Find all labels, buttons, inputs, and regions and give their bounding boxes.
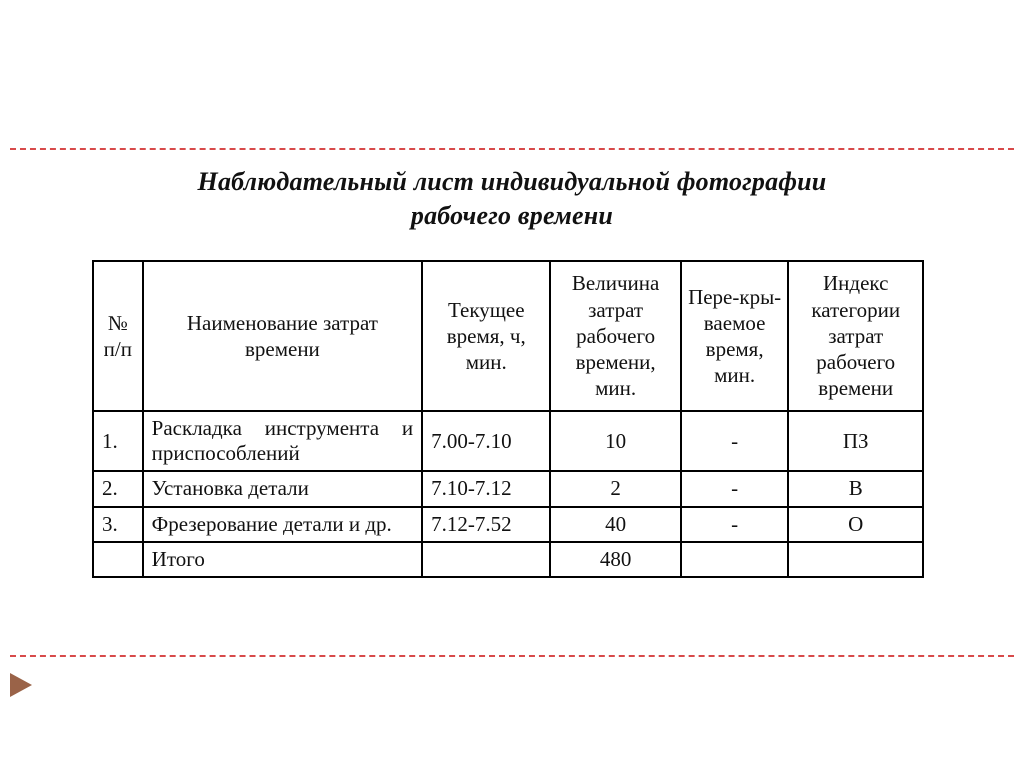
divider-top bbox=[10, 148, 1014, 150]
cell-over: - bbox=[681, 471, 789, 506]
cell-num bbox=[93, 542, 143, 577]
cell-name: Фрезерование детали и др. bbox=[143, 507, 422, 542]
document-title: Наблюдательный лист индивидуальной фотог… bbox=[0, 165, 1024, 233]
title-line-2: рабочего времени bbox=[0, 199, 1024, 233]
cell-idx: В bbox=[788, 471, 923, 506]
cell-num: 2. bbox=[93, 471, 143, 506]
arrow-right-icon bbox=[10, 673, 32, 697]
observation-table-wrap: № п/п Наименование затрат времени Текуще… bbox=[92, 260, 924, 578]
cell-over: - bbox=[681, 411, 789, 471]
header-name: Наименование затрат времени bbox=[143, 261, 422, 411]
table-row: 2. Установка детали 7.10-7.12 2 - В bbox=[93, 471, 923, 506]
title-line-1: Наблюдательный лист индивидуальной фотог… bbox=[0, 165, 1024, 199]
table-row: 3. Фрезерование детали и др. 7.12-7.52 4… bbox=[93, 507, 923, 542]
header-overlap: Пере-кры-ваемое время, мин. bbox=[681, 261, 789, 411]
header-magnitude: Величина затрат рабочего времени, мин. bbox=[550, 261, 680, 411]
cell-mag: 10 bbox=[550, 411, 680, 471]
cell-name: Итого bbox=[143, 542, 422, 577]
cell-name: Установка детали bbox=[143, 471, 422, 506]
cell-mag: 40 bbox=[550, 507, 680, 542]
table-row: 1. Раскладка инструмента и приспособлени… bbox=[93, 411, 923, 471]
cell-idx: О bbox=[788, 507, 923, 542]
observation-table: № п/п Наименование затрат времени Текуще… bbox=[92, 260, 924, 578]
header-index: Индекс категории затрат рабочего времени bbox=[788, 261, 923, 411]
divider-bottom bbox=[10, 655, 1014, 657]
header-num: № п/п bbox=[93, 261, 143, 411]
cell-mag: 2 bbox=[550, 471, 680, 506]
cell-idx: ПЗ bbox=[788, 411, 923, 471]
cell-num: 1. bbox=[93, 411, 143, 471]
cell-idx bbox=[788, 542, 923, 577]
table-row-total: Итого 480 bbox=[93, 542, 923, 577]
cell-cur: 7.10-7.12 bbox=[422, 471, 550, 506]
cell-cur: 7.12-7.52 bbox=[422, 507, 550, 542]
cell-name: Раскладка инструмента и приспособлений bbox=[143, 411, 422, 471]
cell-cur: 7.00-7.10 bbox=[422, 411, 550, 471]
header-current: Текущее время, ч, мин. bbox=[422, 261, 550, 411]
cell-over bbox=[681, 542, 789, 577]
cell-cur bbox=[422, 542, 550, 577]
cell-over: - bbox=[681, 507, 789, 542]
cell-num: 3. bbox=[93, 507, 143, 542]
cell-mag: 480 bbox=[550, 542, 680, 577]
table-header-row: № п/п Наименование затрат времени Текуще… bbox=[93, 261, 923, 411]
